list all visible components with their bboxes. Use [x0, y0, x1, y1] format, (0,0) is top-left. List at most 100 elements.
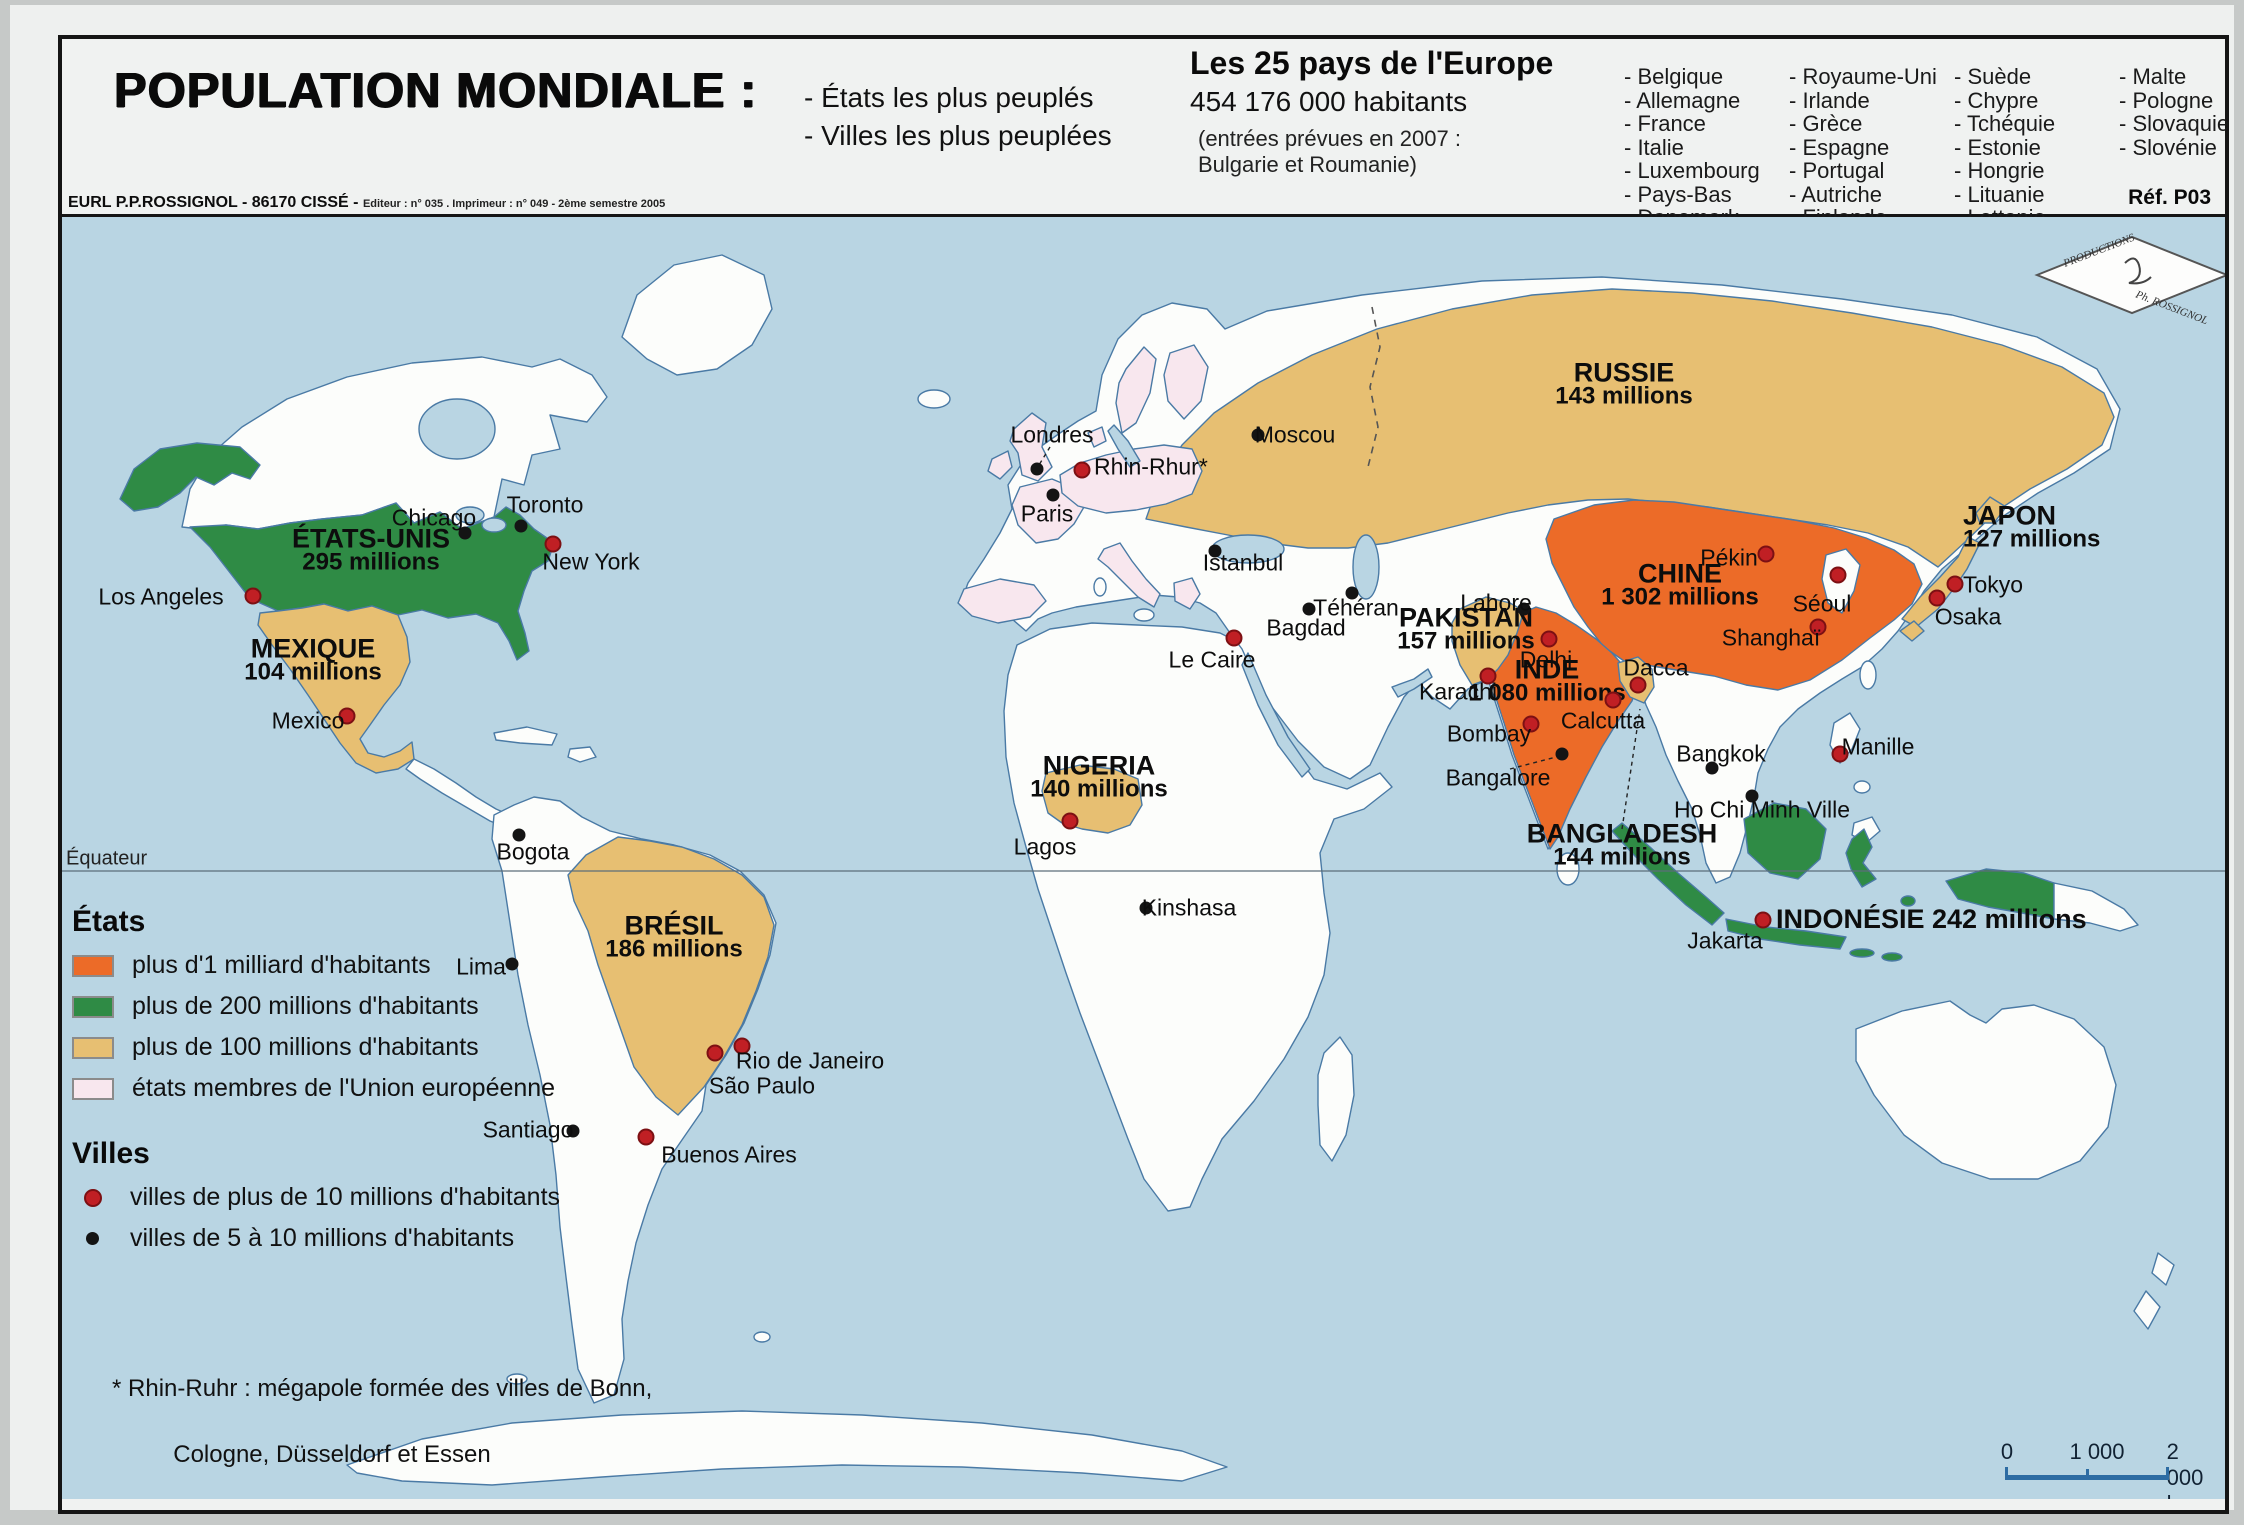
- city-label-shangha-: Shanghaï: [1721, 624, 1821, 651]
- footnote-line-2: Cologne, Düsseldorf et Essen: [173, 1441, 491, 1468]
- legend-state-row: états membres de l'Union européenne: [72, 1068, 560, 1109]
- scale-label-0: 0: [2000, 1439, 2014, 1464]
- legend-city-row: villes de plus de 10 millions d'habitant…: [72, 1177, 560, 1218]
- country-name: INDE: [1514, 654, 1580, 685]
- scale-tick-end: [2166, 1467, 2169, 1480]
- country-label-chine: CHINE 1 302 millions: [1601, 560, 1758, 609]
- city-dot-delhi: [1540, 630, 1558, 648]
- city-label-rhin-rhur-: Rhin-Rhur*: [1094, 453, 1208, 480]
- country-population: 140 millions: [1030, 775, 1168, 803]
- city-label-tokyo: Tokyo: [1962, 571, 2024, 598]
- city-label-bagdad: Bagdad: [1266, 614, 1346, 641]
- country-label-nigeria: NIGERIA 140 millions: [1030, 752, 1168, 803]
- landmass-italy: [1097, 542, 1161, 608]
- country-name: ÉTATS-UNIS: [292, 523, 450, 554]
- city-label-calcutta: Calcutta: [1560, 707, 1646, 734]
- europe-country-item: - Autriche: [1789, 181, 1882, 207]
- city-dot-lahore: [1517, 602, 1531, 616]
- landmass-madagascar: [1317, 1036, 1355, 1162]
- lesser-sunda-2: [1881, 952, 1903, 962]
- city-dot-lagos: [1061, 812, 1079, 830]
- europe-country-item: - Belgique: [1624, 64, 1724, 89]
- city-label-ho-chi-minh-ville: Ho Chi Minh Ville: [1674, 796, 1850, 823]
- country-label-bangladesh: BANGLADESH 144 millions: [1527, 820, 1718, 871]
- city-dot-calcutta: [1604, 691, 1622, 709]
- europe-country-item: - Chypre: [1954, 87, 2039, 113]
- city-dot-rio-de-janeiro: [733, 1037, 751, 1055]
- europe-country-item: - Tchéquie: [1954, 111, 2056, 136]
- europe-country-item: - Suède: [1954, 64, 2032, 89]
- country-label-indon-sie-242-millions: INDONÉSIE 242 millions: [1776, 906, 2087, 933]
- legend-states-title: États: [72, 905, 146, 938]
- landmass-hokkaido: [1975, 496, 2007, 524]
- landmass-new-guinea-east: [2053, 882, 2139, 932]
- reference-code: Réf. P03: [2128, 186, 2211, 209]
- city-dot-rhin-rhur-: [1073, 461, 1091, 479]
- city-dot-londres: [1030, 462, 1044, 476]
- city-label-delhi: Delhi: [1519, 646, 1573, 673]
- landmass-russia: [1145, 288, 2115, 568]
- city-label-t-h-ran: Téhéran: [1313, 594, 1399, 621]
- country-name: RUSSIE: [1573, 357, 1675, 388]
- landmass-denmark: [1087, 426, 1107, 448]
- landmass-iberia: [957, 578, 1047, 624]
- europe-country-item: - Pays-Bas: [1624, 181, 1732, 207]
- europe-country-column-1: - Belgique - Allemagne - France - Italie - L…: [1624, 65, 1789, 230]
- city-label-santiago: Santiago: [482, 1116, 574, 1143]
- city-label-bangkok: Bangkok: [1676, 740, 1766, 767]
- legend-state-row: plus d'1 milliard d'habitants: [72, 945, 560, 986]
- city-label-buenos-aires: Buenos Aires: [661, 1141, 797, 1168]
- landmass-sicily: [1133, 608, 1155, 622]
- country-population: 104 millions: [244, 658, 382, 686]
- city-dot-karachi: [1479, 667, 1497, 685]
- city-dot-lima: [505, 957, 519, 971]
- city-label-moscou: Moscou: [1254, 421, 1336, 448]
- europe-country-column-2: - Royaume-Uni - Irlande - Grèce - Espagne - …: [1789, 65, 1954, 230]
- logo-monogram: [2124, 257, 2152, 285]
- legend-state-row: plus de 100 millions d'habitants: [72, 1027, 560, 1068]
- country-population: 144 millions: [1553, 843, 1691, 871]
- country-label-mexique: MEXIQUE 104 millions: [244, 635, 382, 686]
- city-dot-ho-chi-minh-ville: [1745, 789, 1759, 803]
- legend-city-row: villes de 5 à 10 millions d'habitants: [72, 1218, 560, 1259]
- europe-country-item: - Espagne: [1789, 134, 1890, 160]
- city-label-jakarta: Jakarta: [1687, 927, 1763, 954]
- city-label-rio-de-janeiro: Rio de Janeiro: [735, 1047, 885, 1074]
- great-lake-1: [455, 506, 485, 524]
- russia-internal-border: [1367, 306, 1381, 468]
- legend-swatch-orange: [72, 954, 114, 977]
- europe-country-item: - Hongrie: [1954, 158, 2045, 183]
- map-frame: POPULATION MONDIALE : - États les plus p…: [58, 35, 2229, 1514]
- persian-gulf: [1391, 668, 1433, 698]
- city-label-bogota: Bogota: [496, 838, 570, 865]
- landmass-sri-lanka: [1556, 852, 1580, 886]
- scale-label-1-000: 1 000: [2069, 1439, 2125, 1464]
- country-population: 1 080 millions: [1468, 679, 1626, 707]
- world-map-svg: PRODUCTIONS Ph. ROSSIGNOL: [62, 231, 2225, 1486]
- legend-swatch-green: [72, 995, 114, 1018]
- equator-label: Équateur: [66, 847, 148, 870]
- city-dot-buenos-aires: [637, 1128, 655, 1146]
- landmass-central-europe: [1059, 444, 1203, 514]
- europe-country-item: - Slovaquie: [2119, 111, 2230, 136]
- city-dot-toronto: [514, 519, 528, 533]
- europe-info-block: Les 25 pays de l'Europe 454 176 000 habi…: [1190, 45, 1590, 178]
- publisher-details: Editeur : n° 035 . Imprimeur : n° 049 - …: [362, 198, 666, 210]
- country-population: 127 millions: [1963, 525, 2101, 553]
- europe-country-item: - Estonie: [1954, 134, 2041, 160]
- scale-label-2-000-km: 2 000 km: [2166, 1439, 2204, 1499]
- country-label-japon: JAPON 127 millions: [1963, 502, 2101, 553]
- scale-line: [1957, 1467, 2217, 1481]
- city-label-karachi: Karachi: [1419, 678, 1497, 705]
- antarctic-island-2: [753, 1331, 771, 1343]
- map-header: POPULATION MONDIALE : - États les plus p…: [62, 39, 2229, 229]
- city-dot-dacca: [1629, 676, 1647, 694]
- legend-swatch-tan: [72, 1036, 114, 1059]
- landmass-greenland: [621, 254, 773, 376]
- europe-country-item: - Irlande: [1789, 87, 1870, 113]
- baltic-sea: [1107, 424, 1141, 468]
- page-subtitles: - États les plus peuplés - Villes les pl…: [804, 79, 1112, 155]
- caspian-sea: [1352, 534, 1380, 600]
- city-label-manille: Manille: [1841, 733, 1915, 760]
